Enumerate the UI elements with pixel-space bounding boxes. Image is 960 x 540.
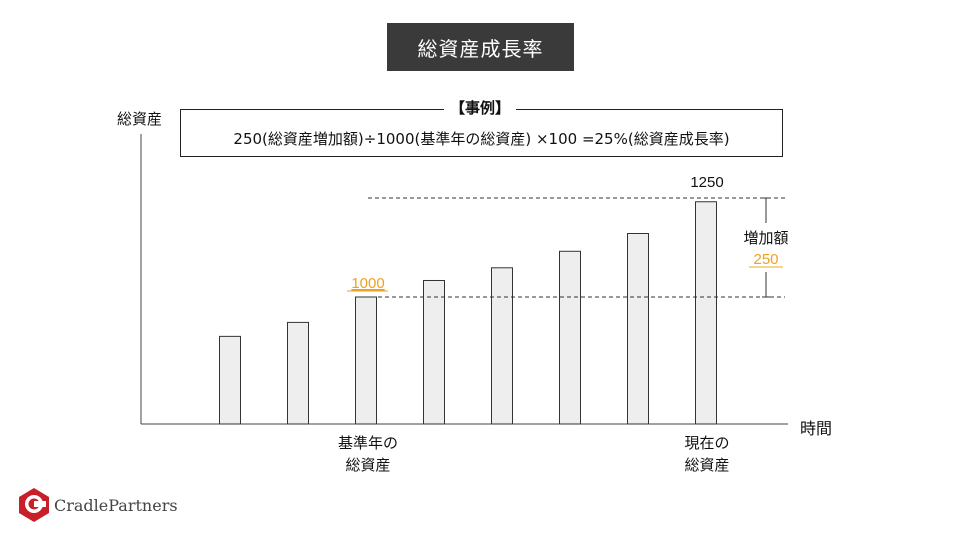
page-title: 総資産成長率	[387, 23, 574, 71]
x-axis-label: 時間	[800, 419, 833, 438]
bar-3	[355, 296, 377, 425]
base-year-label-line2: 総資産	[345, 456, 391, 474]
increase-label: 増加額	[743, 229, 788, 247]
current-label-line1: 現在の	[684, 434, 730, 452]
bar-6	[559, 250, 581, 425]
example-formula: 250(総資産増加額)÷1000(基準年の総資産) ×100 =25%(総資産成…	[233, 130, 730, 148]
bar-1	[219, 335, 241, 425]
logo-text: CradlePartners	[54, 495, 178, 515]
cradle-logo-icon	[19, 488, 49, 522]
increase-bracket	[762, 197, 770, 298]
bar-5	[491, 267, 513, 425]
y-axis-label: 総資産	[117, 110, 163, 128]
company-logo: CradlePartners	[18, 487, 178, 523]
bar-7	[627, 233, 649, 425]
example-box	[180, 109, 783, 157]
bar-8	[695, 201, 717, 425]
bar-2	[287, 321, 309, 425]
current-value-label: 1250	[690, 174, 723, 191]
base-year-label-line1: 基準年の	[337, 434, 398, 452]
current-category-label: 現在の 総資産	[647, 432, 767, 476]
base-year-category-label: 基準年の 総資産	[308, 432, 428, 476]
current-label-line2: 総資産	[684, 456, 730, 474]
increase-value-label: 250	[753, 251, 778, 268]
bars-group	[219, 201, 717, 425]
base-value-label: 1000	[351, 275, 384, 292]
bar-4	[423, 279, 445, 425]
